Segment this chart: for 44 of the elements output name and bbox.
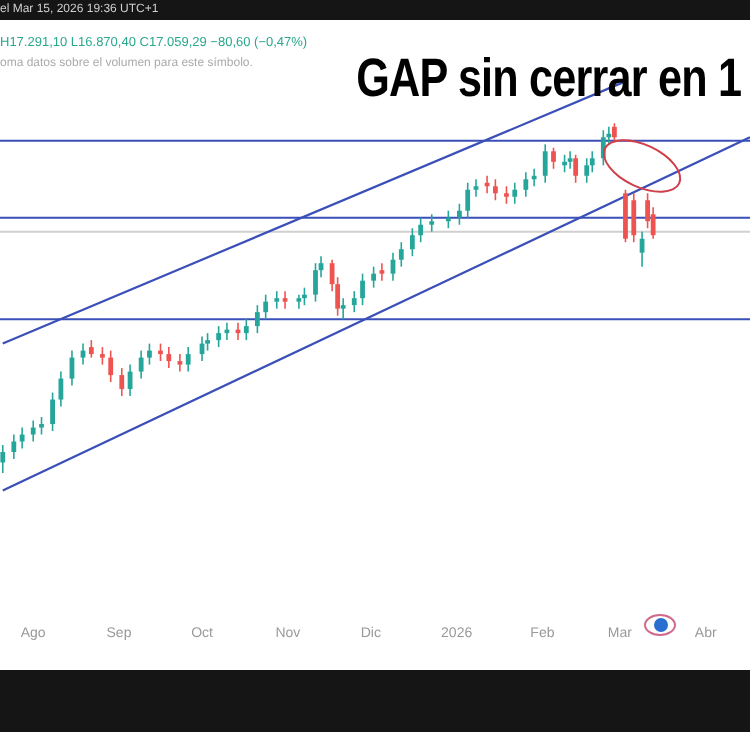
candlestick bbox=[623, 188, 628, 244]
candlestick bbox=[573, 153, 579, 184]
candlestick bbox=[58, 370, 64, 408]
candlestick bbox=[0, 444, 6, 474]
candlestick bbox=[371, 265, 377, 289]
candlestick bbox=[340, 297, 346, 320]
candlestick bbox=[360, 272, 365, 306]
candlestick bbox=[551, 147, 556, 170]
candlestick bbox=[296, 293, 302, 310]
candlestick bbox=[542, 143, 548, 184]
candlestick bbox=[379, 262, 385, 282]
candlestick bbox=[177, 353, 183, 373]
chart-title: GAP sin cerrar en 1 bbox=[356, 48, 742, 110]
candlestick bbox=[418, 216, 424, 244]
candlestick bbox=[523, 171, 529, 198]
candlestick bbox=[398, 241, 404, 268]
candlestick bbox=[138, 349, 144, 380]
candlestick bbox=[512, 181, 518, 205]
candlestick bbox=[30, 419, 36, 443]
candlestick bbox=[11, 433, 17, 460]
candlestick bbox=[216, 325, 222, 348]
candlestick bbox=[254, 304, 260, 334]
candlestick bbox=[166, 346, 172, 369]
candlestick bbox=[243, 318, 249, 341]
candlestick bbox=[119, 367, 125, 397]
candlestick bbox=[185, 346, 191, 373]
candlestick bbox=[465, 181, 471, 219]
candlestick bbox=[457, 202, 462, 226]
candlestick bbox=[274, 290, 280, 310]
candlestick bbox=[409, 227, 415, 257]
candlestick bbox=[567, 150, 573, 170]
candlestick bbox=[19, 426, 25, 450]
candlestick bbox=[108, 349, 114, 383]
candlestick bbox=[351, 290, 357, 313]
candlestick bbox=[492, 178, 498, 202]
candlestick bbox=[631, 192, 637, 244]
candlestick bbox=[473, 178, 479, 198]
candlestick bbox=[50, 391, 55, 432]
candlestick bbox=[313, 262, 318, 303]
candlestick bbox=[429, 213, 435, 233]
candlestick bbox=[282, 290, 288, 310]
candlestick bbox=[263, 293, 269, 320]
candlestick bbox=[147, 342, 152, 366]
candlestick bbox=[584, 157, 590, 184]
